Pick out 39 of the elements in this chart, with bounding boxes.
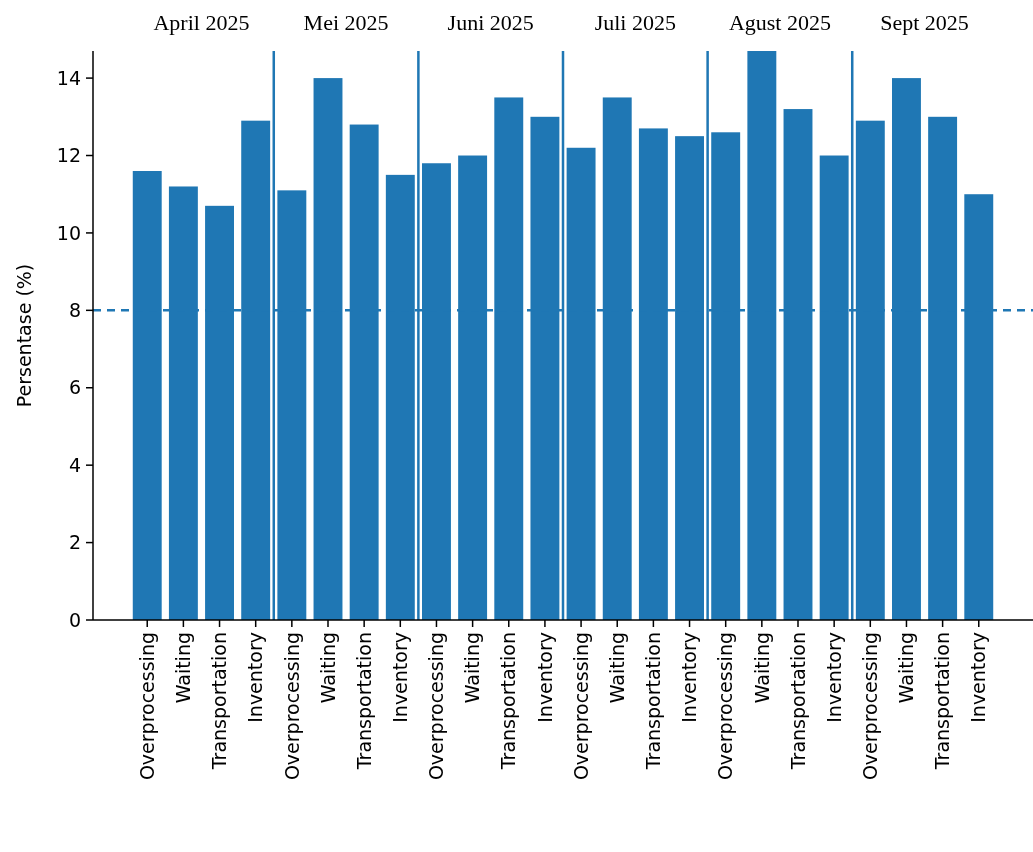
text: April 2025 <box>153 9 250 35</box>
x-tick-label: Inventory <box>822 632 845 723</box>
x-tick-label: Waiting <box>605 632 628 704</box>
y-tick-label: 0 <box>68 608 81 631</box>
text: Mei 2025 <box>303 9 389 35</box>
x-tick-label: Overprocessing <box>135 632 158 781</box>
text: Juni 2025 <box>447 9 534 35</box>
x-tick-label: Transportation <box>931 632 954 771</box>
x-tick-label: Overprocessing <box>569 632 592 781</box>
x-tick-label: Overprocessing <box>858 632 881 781</box>
x-tick-label: Transportation <box>642 632 665 771</box>
text: Agust 2025 <box>728 9 831 35</box>
text: Sept 2025 <box>880 9 969 35</box>
x-tick-label: Transportation <box>208 632 231 771</box>
y-tick-label: 10 <box>56 221 81 244</box>
y-tick-label: 4 <box>68 453 81 476</box>
x-tick-label: Overprocessing <box>280 632 303 781</box>
y-axis-title: Persentase (%) <box>12 263 35 408</box>
y-tick-label: 12 <box>56 144 81 167</box>
x-tick-label: Inventory <box>678 632 701 723</box>
x-tick-label: Transportation <box>352 632 375 771</box>
x-tick-label: Inventory <box>388 632 411 723</box>
x-tick-label: Waiting <box>316 632 339 704</box>
x-tick-label: Waiting <box>750 632 773 704</box>
x-tick-label: Waiting <box>895 632 918 704</box>
x-tick-label: Inventory <box>533 632 556 723</box>
x-tick-label: Transportation <box>786 632 809 771</box>
y-tick-label: 6 <box>68 376 81 399</box>
x-tick-label: Transportation <box>497 632 520 771</box>
x-tick-label: Waiting <box>172 632 195 704</box>
x-tick-label: Inventory <box>244 632 267 723</box>
x-tick-label: Overprocessing <box>425 632 448 781</box>
y-tick-label: 2 <box>68 531 81 554</box>
x-tick-label: Inventory <box>967 632 990 723</box>
x-tick-label: Waiting <box>461 632 484 704</box>
x-tick-label: Overprocessing <box>714 632 737 781</box>
y-tick-label: 8 <box>68 298 81 321</box>
text: Juli 2025 <box>594 9 676 35</box>
y-tick-label: 14 <box>56 66 81 89</box>
